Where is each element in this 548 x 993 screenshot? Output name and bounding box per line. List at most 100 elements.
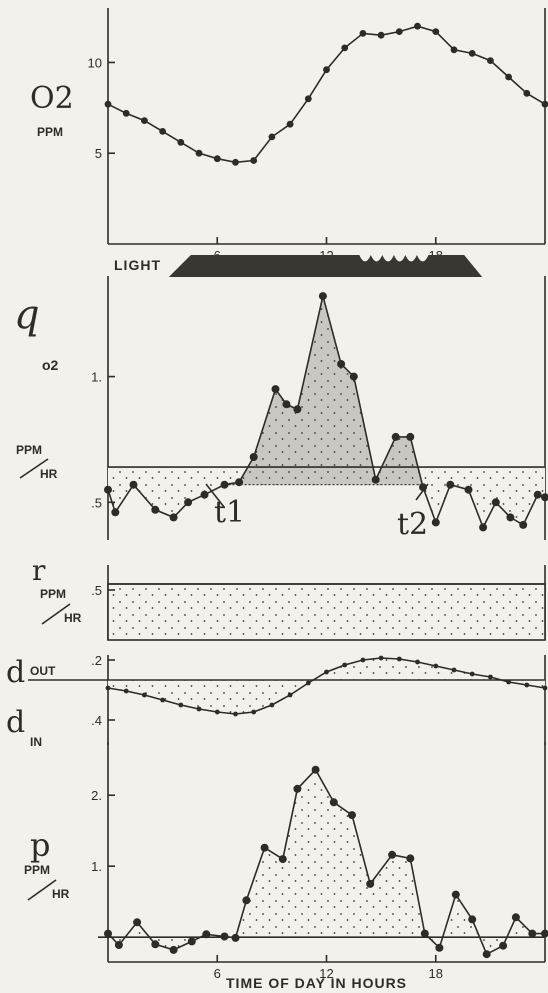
q-point-23 — [479, 523, 488, 532]
r-series — [107, 583, 546, 641]
d-point-3 — [160, 697, 166, 703]
o2-point-24 — [541, 100, 548, 108]
d-point-18 — [433, 663, 439, 669]
d-point-14 — [360, 657, 366, 663]
q-point-15 — [349, 372, 358, 381]
p-point-10 — [260, 843, 269, 852]
o2-point-21 — [487, 57, 494, 64]
p-point-24 — [499, 941, 508, 950]
d-y-ticks: .2 .4 — [91, 653, 115, 728]
d-point-10 — [287, 692, 293, 698]
d-point-12 — [324, 669, 329, 675]
q-point-27 — [533, 490, 542, 499]
o2-series — [104, 22, 548, 166]
p-point-1 — [114, 941, 123, 949]
q-point-10 — [271, 385, 280, 394]
o2-point-4 — [177, 138, 185, 146]
o2-point-17 — [414, 22, 421, 30]
r-ylabel-unit-bottom: HR — [64, 611, 82, 625]
p-point-26 — [528, 929, 537, 938]
p-point-4 — [169, 945, 178, 954]
o2-line — [107, 25, 546, 164]
d-series — [28, 655, 548, 717]
p-ytick-label-0: 1. — [91, 859, 102, 874]
o2-point-19 — [450, 46, 458, 54]
p-point-23 — [482, 950, 491, 959]
o2-point-8 — [250, 157, 258, 164]
d-point-0 — [105, 685, 111, 691]
p-point-9 — [242, 896, 251, 905]
p-xtick-label-0: 6 — [214, 966, 221, 981]
p-ylabel-unit-top: PPM — [24, 863, 50, 877]
q-series — [104, 292, 548, 532]
p-point-12 — [293, 784, 302, 793]
p-point-17 — [388, 850, 397, 859]
p-point-19 — [420, 929, 429, 938]
p-ylabel-unit-bottom: HR — [52, 887, 70, 901]
o2-point-9 — [268, 133, 276, 141]
q-point-20 — [431, 518, 440, 527]
p-point-8 — [231, 933, 240, 942]
d-point-16 — [396, 656, 402, 662]
q-point-2 — [129, 480, 138, 489]
p-panel: p PPM HR 1. 2. 6 12 18 TIME OF DAY IN HOURS — [24, 742, 548, 991]
q-point-3 — [151, 505, 160, 514]
q-excess-area — [224, 296, 423, 488]
t2-label: t2 — [397, 507, 428, 542]
p-point-27 — [541, 929, 548, 938]
d-point-15 — [378, 655, 384, 661]
d-point-11 — [305, 680, 311, 686]
o2-point-0 — [104, 100, 112, 108]
o2-ytick-label-0: 5 — [95, 146, 102, 161]
r-ylabel-main: r — [32, 554, 46, 587]
r-ylabel-unit-top: PPM — [40, 587, 66, 601]
q-ytick-label-0: .5 — [91, 495, 102, 510]
p-point-21 — [451, 890, 460, 899]
d-out-ylabel-main: d — [6, 655, 25, 690]
d-in-ylabel-sub: IN — [30, 735, 42, 749]
o2-point-13 — [341, 44, 349, 52]
light-label: LIGHT — [114, 257, 161, 273]
d-point-19 — [451, 667, 457, 673]
q-point-5 — [184, 498, 193, 507]
r-y-ticks: .5 — [91, 583, 115, 598]
p-area — [108, 769, 545, 955]
q-point-4 — [169, 513, 178, 522]
d-out-ylabel-sub: OUT — [30, 664, 56, 678]
p-xlabel: TIME OF DAY IN HOURS — [226, 975, 407, 991]
o2-point-5 — [195, 149, 203, 157]
p-point-3 — [151, 940, 160, 949]
q-point-17 — [391, 432, 400, 441]
d-point-4 — [178, 702, 184, 708]
p-point-6 — [202, 930, 211, 939]
q-point-9 — [249, 453, 258, 461]
p-point-11 — [278, 855, 287, 864]
q-ylabel-sub: o2 — [42, 357, 59, 373]
d-point-13 — [342, 662, 348, 668]
p-point-0 — [104, 929, 112, 938]
o2-point-23 — [523, 89, 531, 97]
o2-point-10 — [286, 120, 294, 128]
p-point-22 — [468, 915, 477, 924]
p-ylabel-main: p — [30, 826, 50, 864]
d-point-9 — [269, 702, 275, 708]
p-ytick-label-1: 2. — [91, 788, 102, 803]
q-ylabel-unit-bottom: HR — [40, 467, 58, 481]
q-point-24 — [491, 498, 500, 507]
q-point-1 — [111, 508, 120, 517]
o2-y-ticks: 5 10 — [88, 55, 115, 161]
q-point-16 — [371, 475, 380, 484]
d-point-21 — [488, 674, 493, 680]
d-panel: d OUT d IN .2 .4 — [6, 653, 548, 749]
d-point-8 — [251, 709, 257, 715]
q-ylabel-main: q — [14, 292, 40, 338]
o2-ylabel-main: O2 — [30, 81, 74, 116]
p-point-5 — [187, 937, 196, 946]
q-point-12 — [293, 405, 302, 414]
o2-point-11 — [304, 95, 312, 103]
q-point-8 — [235, 478, 244, 487]
o2-point-3 — [159, 127, 167, 135]
q-point-13 — [318, 292, 327, 301]
p-xtick-label-1: 12 — [319, 966, 333, 981]
